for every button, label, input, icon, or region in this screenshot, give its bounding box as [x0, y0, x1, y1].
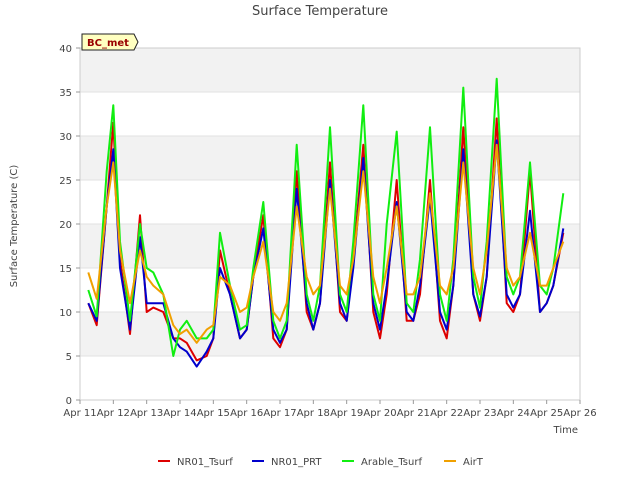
y-axis: 0 5 10 15 20 25 30 35 40: [59, 44, 80, 407]
chart-title: Surface Temperature: [252, 4, 388, 19]
series-lines: [87, 77, 565, 368]
x-tick-label: Apr 21: [397, 408, 430, 419]
legend: NR01_Tsurf NR01_PRT Arable_Tsurf AirT: [158, 457, 484, 468]
y-tick-label: 35: [59, 88, 72, 99]
grid-band: [80, 312, 580, 356]
x-tick-label: Apr 15: [197, 408, 230, 419]
x-tick-label: Apr 14: [163, 408, 196, 419]
x-tick-label: Apr 13: [130, 408, 163, 419]
x-tick-label: Apr 25: [530, 408, 563, 419]
x-tick-label: Apr 20: [363, 408, 396, 419]
x-tick-label: Apr 19: [330, 408, 363, 419]
x-tick-label: Apr 26: [563, 408, 596, 419]
x-tick-label: Apr 24: [497, 408, 530, 419]
x-axis: Apr 11 Apr 12 Apr 13 Apr 14 Apr 15 Apr 16 Apr …: [63, 400, 597, 419]
y-tick-label: 5: [66, 352, 72, 363]
series-line-airt: [87, 143, 565, 344]
y-tick-label: 25: [59, 176, 72, 187]
y-tick-label: 0: [66, 396, 72, 407]
y-axis-label: Surface Temperature (C): [9, 165, 20, 288]
legend-label: NR01_PRT: [271, 457, 322, 468]
grid-band: [80, 224, 580, 268]
x-tick-label: Apr 11: [63, 408, 96, 419]
legend-label: AirT: [463, 457, 484, 468]
x-tick-label: Apr 12: [97, 408, 130, 419]
legend-label: Arable_Tsurf: [361, 457, 422, 468]
x-tick-label: Apr 17: [263, 408, 296, 419]
x-tick-label: Apr 18: [297, 408, 330, 419]
x-axis-label: Time: [553, 425, 578, 436]
legend-label: NR01_Tsurf: [177, 457, 233, 468]
y-tick-label: 10: [59, 308, 72, 319]
x-tick-label: Apr 23: [463, 408, 496, 419]
bc-met-annotation: BC_met: [81, 33, 139, 51]
y-tick-label: 30: [59, 132, 72, 143]
x-tick-label: Apr 22: [430, 408, 463, 419]
y-tick-label: 15: [59, 264, 72, 275]
y-tick-label: 20: [59, 220, 72, 231]
bc-met-label: BC_met: [87, 38, 129, 49]
x-tick-label: Apr 16: [230, 408, 263, 419]
y-tick-label: 40: [59, 44, 72, 55]
grid-band: [80, 48, 580, 92]
